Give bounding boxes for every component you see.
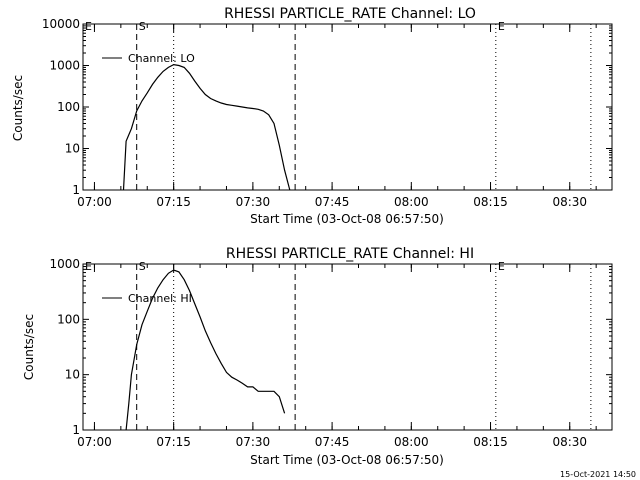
hi-legend-label: Channel: HI [128, 292, 192, 305]
lo-x-tick-label: 07:30 [236, 195, 271, 209]
lo-x-tick-label: 08:15 [473, 195, 508, 209]
hi-x-tick-label: 07:00 [77, 435, 112, 449]
hi-y-tick-label: 10 [65, 368, 80, 382]
hi-x-tick-label: 07:45 [315, 435, 350, 449]
lo-plot-frame [82, 23, 613, 191]
lo-y-tick-label: 1 [72, 183, 80, 197]
hi-y-tick-label: 100 [57, 312, 80, 326]
hi-x-tick-label: 07:30 [236, 435, 271, 449]
hi-marker-label: E [85, 260, 92, 273]
lo-y-tick-label: 1000 [49, 59, 80, 73]
lo-legend: Channel: LO [102, 52, 195, 65]
lo-y-tick-label: 10 [65, 142, 80, 156]
lo-y-tick-label: 100 [57, 100, 80, 114]
lo-x-tick-label: 07:45 [315, 195, 350, 209]
lo-chart-title: RHESSI PARTICLE_RATE Channel: LO [224, 6, 476, 22]
hi-chart-title: RHESSI PARTICLE_RATE Channel: HI [226, 246, 474, 262]
lo-marker-label: S [139, 20, 146, 33]
lo-marker-label: E [85, 20, 92, 33]
hi-marker-label: E [498, 260, 505, 273]
hi-y-tick-label: 1 [72, 423, 80, 437]
hi-x-axis-label: Start Time (03-Oct-08 06:57:50) [250, 453, 444, 467]
hi-channel-panel: RHESSI PARTICLE_RATE Channel: HI Counts/… [22, 246, 613, 467]
lo-legend-label: Channel: LO [128, 52, 195, 65]
lo-channel-panel: RHESSI PARTICLE_RATE Channel: LO Counts/… [11, 6, 613, 226]
hi-x-tick-label: 08:30 [552, 435, 587, 449]
lo-axis-ticks: 1 10 100 1000 10000 07:00 07:15 07:30 07:45 08:00… [42, 17, 612, 209]
hi-plot-frame [82, 263, 613, 431]
hi-x-tick-label: 08:00 [394, 435, 429, 449]
hi-y-axis-label: Counts/sec [22, 314, 36, 380]
hi-series-line [125, 269, 286, 431]
footer-timestamp: 15-Oct-2021 14:50 [560, 470, 636, 479]
hi-y-tick-label: 1000 [49, 257, 80, 271]
hi-axis-ticks: 1 10 100 1000 07:00 07:15 07:30 07:45 08:00 08:15… [49, 257, 612, 449]
lo-marker-label: E [498, 20, 505, 33]
lo-x-tick-label: 07:15 [156, 195, 191, 209]
lo-series [122, 63, 291, 191]
lo-y-axis-label: Counts/sec [11, 75, 25, 141]
lo-x-tick-label: 07:00 [77, 195, 112, 209]
hi-series [125, 269, 286, 431]
hi-x-tick-label: 07:15 [156, 435, 191, 449]
hi-x-tick-label: 08:15 [473, 435, 508, 449]
hi-marker-label: S [139, 260, 146, 273]
lo-x-tick-label: 08:00 [394, 195, 429, 209]
lo-y-tick-label: 10000 [42, 17, 80, 31]
lo-series-line [122, 63, 291, 191]
lo-x-axis-label: Start Time (03-Oct-08 06:57:50) [250, 212, 444, 226]
hi-legend: Channel: HI [102, 292, 192, 305]
lo-x-tick-label: 08:30 [552, 195, 587, 209]
